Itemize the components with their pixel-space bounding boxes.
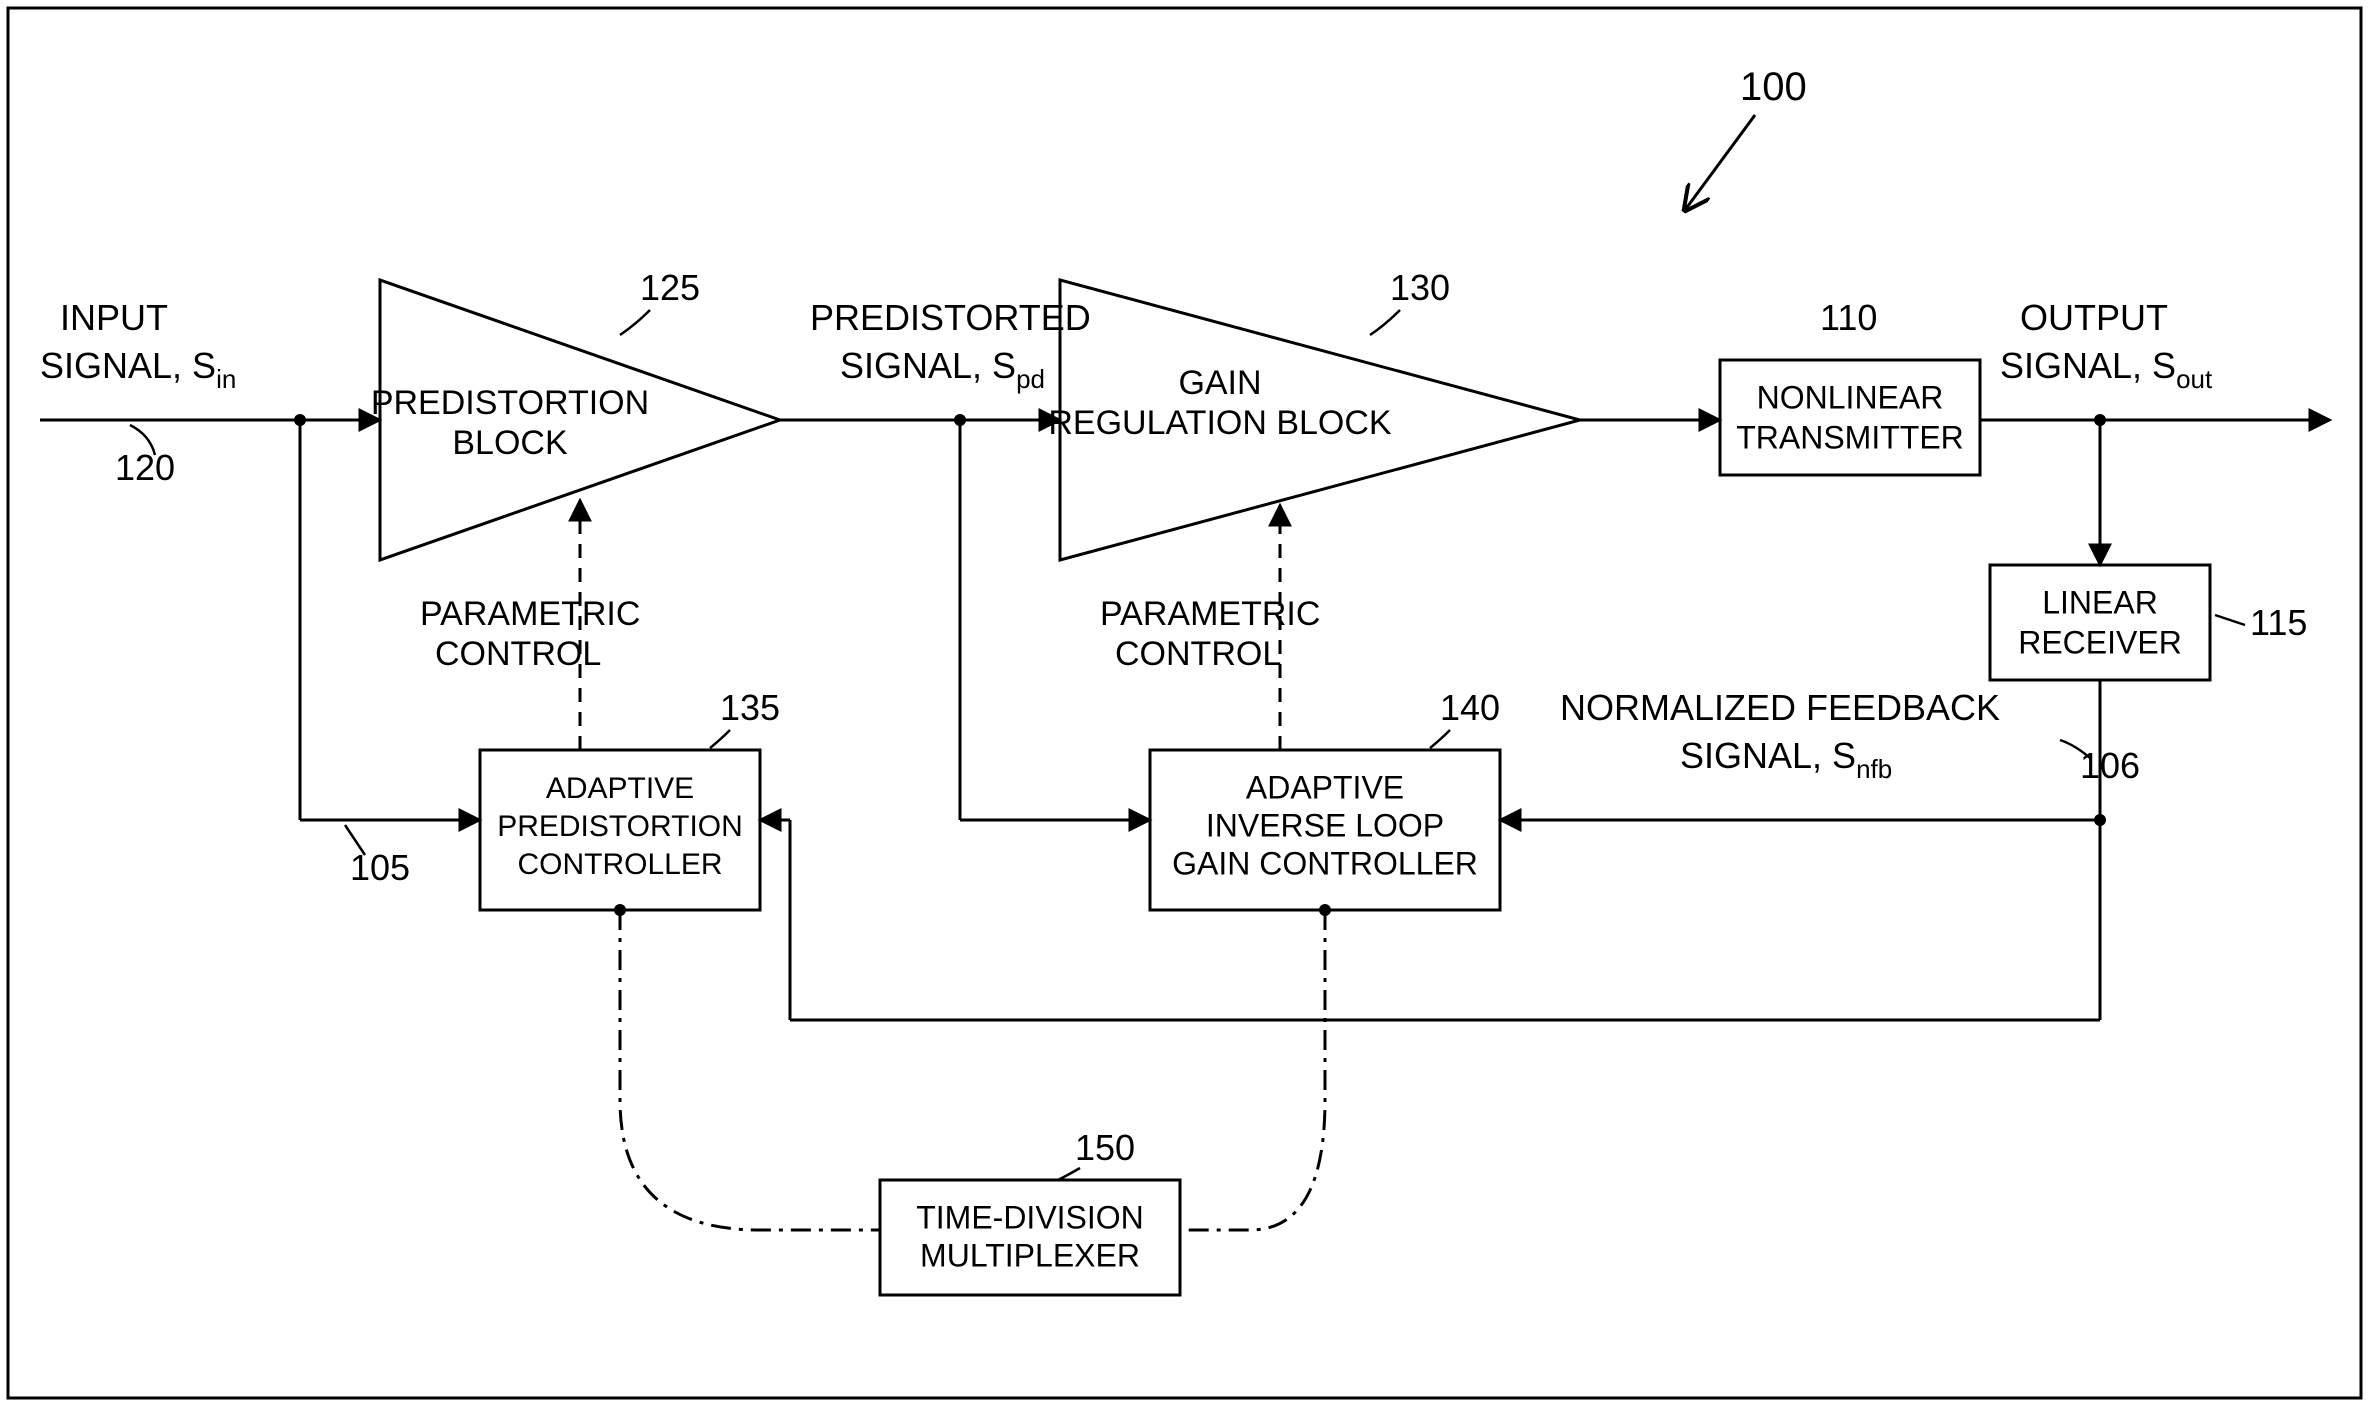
predistortion-ref-leader — [620, 310, 650, 335]
predistorted-label-2: SIGNAL, Spd — [840, 345, 1045, 394]
parametric2-label-2: CONTROL — [1115, 635, 1281, 673]
predistorted-label-1: PREDISTORTED — [810, 297, 1091, 338]
gainctrl-ref-leader — [1430, 730, 1450, 748]
gainctrl-ref: 140 — [1440, 687, 1500, 728]
tdm-ref: 150 — [1075, 1127, 1135, 1168]
pdctrl-ref-leader — [710, 730, 730, 748]
tdm-label-2: MULTIPLEXER — [920, 1237, 1140, 1273]
tx-label-2: TRANSMITTER — [1736, 419, 1964, 455]
pdctrl-label-3: CONTROLLER — [517, 848, 722, 881]
parametric2-label-1: PARAMETRIC — [1100, 595, 1320, 633]
feedback-label-2: SIGNAL, Snfb — [1680, 735, 1892, 784]
predistortion-ref: 125 — [640, 267, 700, 308]
input-ref: 120 — [115, 447, 175, 488]
system-ref: 100 — [1740, 65, 1807, 109]
gainctrl-label-2: INVERSE LOOP — [1206, 807, 1444, 843]
gain-ref-leader — [1370, 310, 1400, 335]
frame — [8, 8, 2361, 1398]
gainctrl-label-1: ADAPTIVE — [1246, 769, 1404, 805]
feedback-ref: 106 — [2080, 745, 2140, 786]
system-ref-arrow — [1685, 115, 1755, 210]
tx-ref: 110 — [1820, 297, 1877, 338]
wire-tdm-to-gainctrl — [1180, 910, 1325, 1230]
feedback-label-1: NORMALIZED FEEDBACK — [1560, 687, 2000, 728]
parametric1-label-1: PARAMETRIC — [420, 595, 640, 633]
tdm-label-1: TIME-DIVISION — [916, 1199, 1144, 1235]
rx-label-2: RECEIVER — [2018, 624, 2182, 660]
rx-label-1: LINEAR — [2042, 584, 2158, 620]
rx-ref-leader — [2215, 615, 2245, 625]
rx-ref: 115 — [2250, 602, 2307, 643]
block-diagram: 100 INPUT SIGNAL, Sin 120 PREDISTORTION … — [0, 0, 2369, 1406]
pdctrl-label-1: ADAPTIVE — [546, 772, 694, 805]
tap1-ref: 105 — [350, 847, 410, 888]
pdctrl-label-2: PREDISTORTION — [497, 810, 743, 843]
tx-label-1: NONLINEAR — [1757, 379, 1944, 415]
gain-label-2: REGULATION BLOCK — [1048, 404, 1392, 442]
gain-ref: 130 — [1390, 267, 1450, 308]
tdm-ref-leader — [1058, 1168, 1080, 1180]
input-label-2: SIGNAL, Sin — [40, 345, 236, 394]
predistortion-label-1: PREDISTORTION — [371, 384, 649, 422]
pdctrl-ref: 135 — [720, 687, 780, 728]
output-label-2: SIGNAL, Sout — [2000, 345, 2213, 394]
nonlinear-tx-block — [1720, 360, 1980, 475]
linear-rx-block — [1990, 565, 2210, 680]
gainctrl-label-3: GAIN CONTROLLER — [1172, 845, 1478, 881]
predistortion-label-2: BLOCK — [452, 424, 568, 462]
parametric1-label-2: CONTROL — [435, 635, 601, 673]
gain-label-1: GAIN — [1178, 364, 1261, 402]
wire-tdm-to-pdctrl — [620, 910, 880, 1230]
input-label-1: INPUT — [60, 297, 168, 338]
output-label-1: OUTPUT — [2020, 297, 2168, 338]
